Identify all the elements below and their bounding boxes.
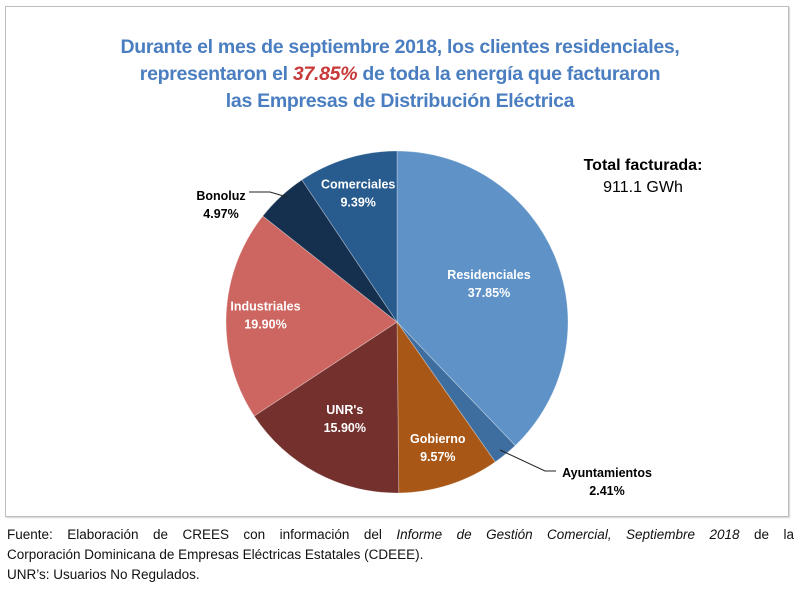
slice-label-value-bonoluz: 4.97% <box>203 207 238 221</box>
title-line-1: Durante el mes de septiembre 2018, los c… <box>120 36 680 58</box>
source-report-title: Informe de Gestión Comercial, Septiembre… <box>396 527 740 542</box>
unr-note: UNR’s: Usuarios No Regulados. <box>7 567 200 582</box>
pie-slices <box>225 150 569 494</box>
pie-slice-residenciales <box>396 150 569 447</box>
slice-label-value-industriales: 19.90% <box>244 317 286 331</box>
source-line-2: Corporación Dominicana de Empresas Eléct… <box>7 547 424 562</box>
slice-label-value-gobierno: 9.57% <box>420 450 455 464</box>
source-suffix: de la <box>739 527 794 542</box>
slice-label-name-residenciales: Residenciales <box>447 268 530 282</box>
pie-slice-industriales <box>225 215 398 417</box>
total-value: 911.1 GWh <box>603 179 683 196</box>
title-line-2: representaron el 37.85% de toda la energ… <box>60 61 740 88</box>
title-line-2-pre: representaron el <box>139 63 293 85</box>
pie-slice-unr-s <box>253 321 400 494</box>
footer-notes: Fuente: Elaboración de CREES con informa… <box>7 525 794 585</box>
leader-line-ayuntamientos <box>499 449 556 472</box>
slice-label-value-comerciales: 9.39% <box>340 195 375 209</box>
slice-label-value-residenciales: 37.85% <box>468 286 510 300</box>
slice-label-name-ayuntamientos: Ayuntamientos <box>562 466 652 480</box>
slice-label-name-comerciales: Comerciales <box>321 177 395 191</box>
source-prefix: Fuente: Elaboración de CREES con informa… <box>7 527 397 542</box>
title-line-3: las Empresas de Distribución Eléctrica <box>225 90 575 112</box>
slice-label-value-ayuntamientos: 2.41% <box>589 484 624 498</box>
slice-label-name-gobierno: Gobierno <box>410 432 466 446</box>
pie-chart: Residenciales 37.85% Ayuntamientos 2.41% Gob… <box>196 150 652 498</box>
pie-slice-comerciales <box>301 150 398 324</box>
slice-label-name-industriales: Industriales <box>230 299 300 313</box>
pie-leader-lines <box>249 191 556 472</box>
pie-slice-ayuntamientos <box>396 321 516 463</box>
total-label: Total facturada: <box>583 157 703 174</box>
slice-label-name-bonoluz: Bonoluz <box>196 189 245 203</box>
slice-label-value-unr-s: 15.90% <box>324 421 366 435</box>
chart-title: Durante el mes de septiembre 2018, los c… <box>60 34 740 115</box>
slice-label-name-unr-s: UNR's <box>326 403 363 417</box>
title-highlight-value: 37.85% <box>292 63 358 85</box>
source-line-1: Fuente: Elaboración de CREES con informa… <box>7 525 794 545</box>
pie-labels: Residenciales 37.85% Ayuntamientos 2.41% Gob… <box>196 177 652 498</box>
leader-line-bonoluz <box>249 191 288 198</box>
total-box: Total facturada: 911.1 GWh <box>568 155 718 199</box>
title-line-2-post: de toda la energía que facturaron <box>357 63 661 85</box>
pie-slice-bonoluz <box>262 179 398 323</box>
pie-slice-gobierno <box>396 320 496 494</box>
